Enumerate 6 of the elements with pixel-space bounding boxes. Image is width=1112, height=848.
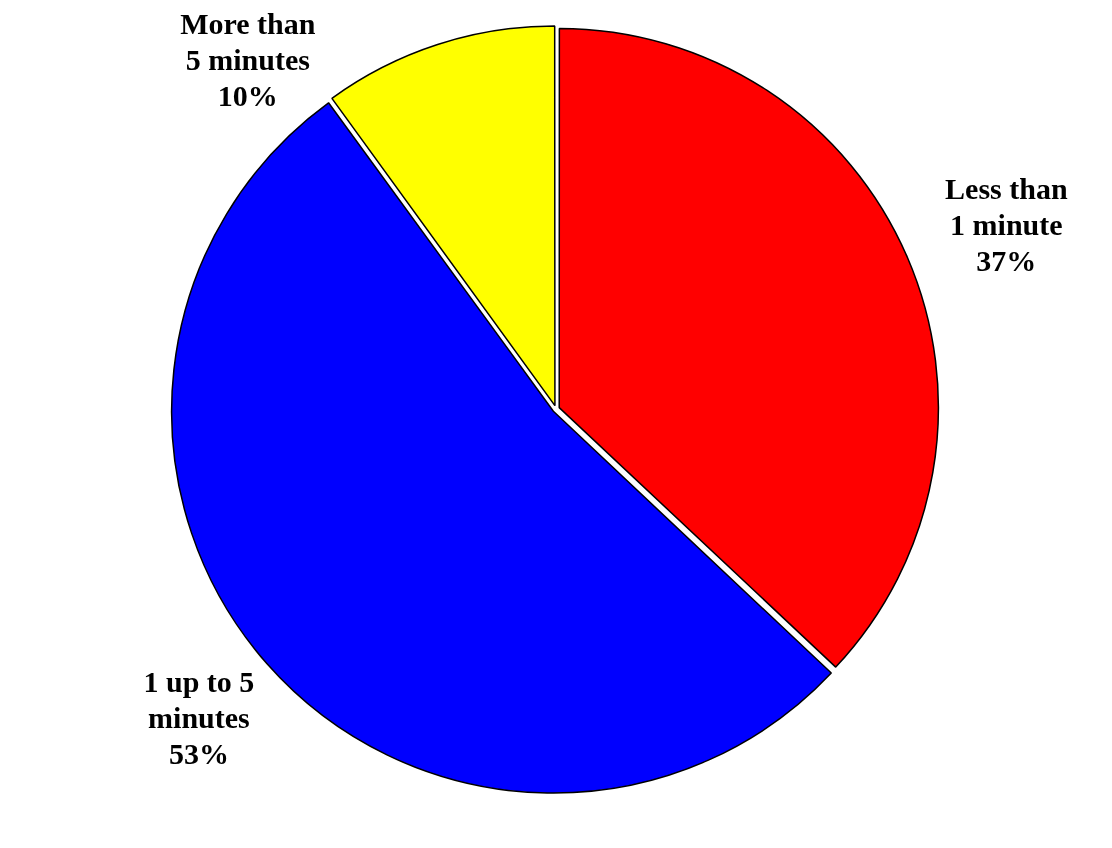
slice-label: 1 up to 5 minutes xyxy=(143,664,255,734)
data-label: 10% xyxy=(217,78,278,112)
slice-label: More than 5 minutes xyxy=(180,6,316,76)
data-label: 37% xyxy=(976,243,1037,277)
slice-label: Less than 1 minute xyxy=(945,171,1068,241)
data-label: 53% xyxy=(168,736,229,770)
